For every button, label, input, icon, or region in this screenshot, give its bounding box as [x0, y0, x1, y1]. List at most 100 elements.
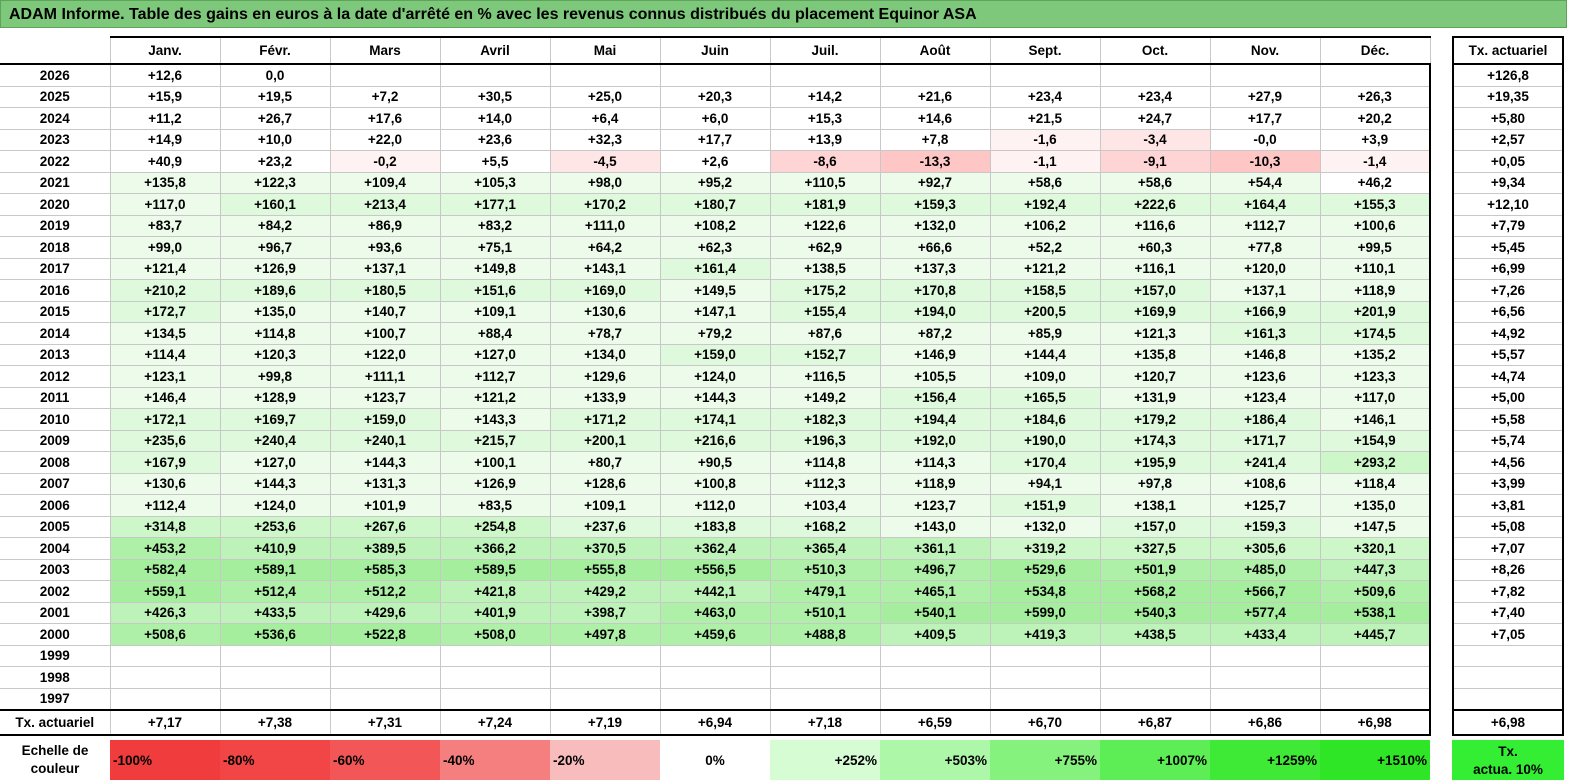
- gain-cell: +138,1: [1099, 494, 1211, 517]
- summary-label: Tx. actuariel: [0, 709, 111, 736]
- month-header-9: Sept.: [989, 36, 1101, 65]
- year-label: 2011: [0, 386, 111, 409]
- gain-cell: +463,0: [659, 601, 771, 624]
- gain-cell: +87,2: [879, 322, 991, 345]
- gain-cell: +253,6: [219, 515, 331, 538]
- rate-row: +4,92: [1452, 322, 1564, 345]
- gain-cell: +137,1: [1209, 279, 1321, 302]
- gain-cell: +155,3: [1319, 193, 1431, 216]
- gain-cell: +118,9: [1319, 279, 1431, 302]
- gain-cell: +180,7: [659, 193, 771, 216]
- gain-cell: +147,5: [1319, 515, 1431, 538]
- year-label: 2004: [0, 537, 111, 560]
- gain-cell: +124,0: [659, 365, 771, 388]
- gain-cell: [659, 666, 771, 689]
- gain-cell: +116,6: [1099, 214, 1211, 237]
- table-row: 2012 +123,1 +99,8 +111,1 +112,7 +129,6 +124,0 +…: [0, 365, 1431, 388]
- gain-cell: +110,1: [1319, 257, 1431, 280]
- gain-cell: +445,7: [1319, 623, 1431, 646]
- table-row: 2024 +11,2 +26,7 +17,6 +14,0 +6,4 +6,0 +15,3 +14…: [0, 107, 1431, 130]
- rate-row: +6,56: [1452, 300, 1564, 323]
- gain-cell: +155,4: [769, 300, 881, 323]
- gain-cell: +62,9: [769, 236, 881, 259]
- gain-cell: [879, 644, 991, 667]
- gain-cell: +132,0: [989, 515, 1101, 538]
- gain-cell: [329, 63, 441, 87]
- gain-cell: +146,4: [109, 386, 221, 409]
- gain-cell: +21,5: [989, 107, 1101, 130]
- gain-cell: +555,8: [549, 558, 661, 581]
- gain-cell: +109,4: [329, 171, 441, 194]
- gain-cell: +293,2: [1319, 451, 1431, 474]
- gain-cell: +135,2: [1319, 343, 1431, 366]
- color-scale-legend: Echelle de couleur -100% -80% -60% -40% -20%…: [0, 740, 1430, 780]
- gain-cell: +146,9: [879, 343, 991, 366]
- gain-cell: [1319, 687, 1431, 711]
- rate-cell: +4,56: [1452, 451, 1564, 474]
- gain-cell: +123,7: [329, 386, 441, 409]
- gain-cell: +112,7: [439, 365, 551, 388]
- gain-cell: [439, 666, 551, 689]
- rate-row: +4,56: [1452, 451, 1564, 474]
- rate-header: Tx. actuariel: [1452, 36, 1564, 65]
- year-label: 2006: [0, 494, 111, 517]
- gain-cell: [439, 687, 551, 711]
- rate-row: +3,99: [1452, 472, 1564, 495]
- year-label: 2003: [0, 558, 111, 581]
- gain-cell: +46,2: [1319, 171, 1431, 194]
- gain-cell: +125,7: [1209, 494, 1321, 517]
- rate-row: +5,57: [1452, 343, 1564, 366]
- rate-cell: +19,35: [1452, 85, 1564, 108]
- table-row: 2004 +453,2 +410,9 +389,5 +366,2 +370,5 +362,4…: [0, 537, 1431, 560]
- gain-cell: +11,2: [109, 107, 221, 130]
- gain-cell: +14,0: [439, 107, 551, 130]
- gain-cell: +174,5: [1319, 322, 1431, 345]
- gain-cell: +213,4: [329, 193, 441, 216]
- gain-cell: +433,4: [1209, 623, 1321, 646]
- gain-cell: +361,1: [879, 537, 991, 560]
- summary-cell: +6,59: [879, 709, 991, 736]
- gain-cell: +94,1: [989, 472, 1101, 495]
- gain-cell: +32,3: [549, 128, 661, 151]
- gain-cell: +140,7: [329, 300, 441, 323]
- gain-cell: +180,5: [329, 279, 441, 302]
- table-row: 2010 +172,1 +169,7 +159,0 +143,3 +171,2 +174,1…: [0, 408, 1431, 431]
- gain-cell: +30,5: [439, 85, 551, 108]
- gain-cell: +146,8: [1209, 343, 1321, 366]
- rate-cell: +5,74: [1452, 429, 1564, 452]
- gain-cell: [1319, 666, 1431, 689]
- gain-cell: +86,9: [329, 214, 441, 237]
- gain-cell: -1,4: [1319, 150, 1431, 173]
- gain-cell: +66,6: [879, 236, 991, 259]
- table-row: 2017 +121,4 +126,9 +137,1 +149,8 +143,1 +161,4…: [0, 257, 1431, 280]
- gain-cell: +169,0: [549, 279, 661, 302]
- rate-cell: +5,58: [1452, 408, 1564, 431]
- gain-cell: +58,6: [1099, 171, 1211, 194]
- table-row: 2022 +40,9 +23,2 -0,2 +5,5 -4,5 +2,6 -8,6 -13,3-…: [0, 150, 1431, 173]
- gain-cell: +118,4: [1319, 472, 1431, 495]
- gain-cell: +17,7: [659, 128, 771, 151]
- gain-cell: +409,5: [879, 623, 991, 646]
- gain-cell: +137,3: [879, 257, 991, 280]
- year-label: 2015: [0, 300, 111, 323]
- gain-cell: [329, 687, 441, 711]
- gain-cell: +120,7: [1099, 365, 1211, 388]
- gain-cell: +201,9: [1319, 300, 1431, 323]
- rate-cell: +5,00: [1452, 386, 1564, 409]
- rate-row: +2,57: [1452, 128, 1564, 151]
- gain-cell: [219, 644, 331, 667]
- gain-cell: +138,5: [769, 257, 881, 280]
- gain-cell: +15,3: [769, 107, 881, 130]
- gain-cell: +10,0: [219, 128, 331, 151]
- gain-cell: +123,3: [1319, 365, 1431, 388]
- year-label: 1999: [0, 644, 111, 667]
- color-scale-swatch: +252%: [770, 740, 880, 780]
- rate-row: [1452, 666, 1564, 689]
- gain-cell: +122,6: [769, 214, 881, 237]
- gain-cell: +14,9: [109, 128, 221, 151]
- year-label: 2002: [0, 580, 111, 603]
- gain-cell: [329, 644, 441, 667]
- year-label: 2014: [0, 322, 111, 345]
- table-row: 2013 +114,4 +120,3 +122,0 +127,0 +134,0 +159,0…: [0, 343, 1431, 366]
- year-label: 2005: [0, 515, 111, 538]
